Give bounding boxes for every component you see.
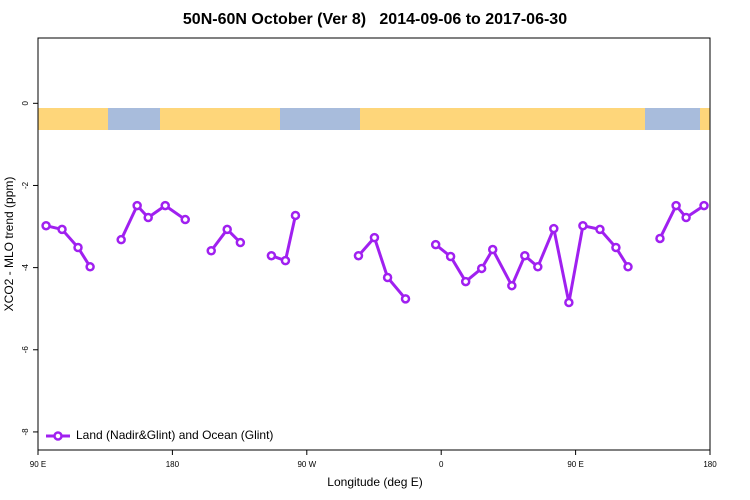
x-tick-label: 90 W: [297, 460, 316, 469]
point: [235, 237, 246, 248]
point: [57, 224, 67, 235]
y-tick-label: -8: [21, 428, 30, 436]
point: [476, 263, 487, 274]
point: [222, 224, 232, 235]
point: [549, 223, 559, 234]
point: [116, 234, 126, 245]
chart-title: 50N-60N October (Ver 8) 2014-09-06 to 20…: [183, 11, 567, 28]
y-tick-label: -6: [21, 346, 30, 354]
point: [623, 262, 633, 272]
point: [507, 280, 517, 291]
point: [206, 246, 216, 256]
point: [290, 210, 301, 221]
y-tick-label: 0: [21, 101, 30, 106]
x-tick-label: 180: [703, 460, 717, 469]
point: [564, 297, 574, 308]
y-axis-label: XCO2 - MLO trend (ppm): [2, 177, 16, 312]
point: [266, 250, 277, 261]
point: [445, 251, 456, 262]
point: [369, 232, 380, 243]
map-strip: [38, 108, 710, 130]
point: [280, 255, 291, 266]
x-tick-label: 180: [166, 460, 180, 469]
point: [681, 212, 691, 223]
x-tick-label: 0: [439, 460, 444, 469]
point: [533, 262, 543, 272]
legend-marker: [53, 431, 63, 441]
point: [595, 224, 605, 235]
y-tick-label: -2: [21, 181, 30, 189]
point: [655, 233, 665, 244]
legend-label: Land (Nadir&Glint) and Ocean (Glint): [76, 428, 273, 442]
point: [180, 214, 190, 225]
x-tick-label: 90 E: [30, 460, 46, 469]
point: [132, 200, 142, 211]
point: [460, 276, 471, 287]
point: [430, 239, 441, 250]
point: [143, 212, 153, 223]
point: [699, 200, 709, 211]
point: [611, 242, 621, 253]
point: [520, 250, 530, 261]
point: [487, 244, 498, 255]
point: [382, 272, 393, 283]
point: [578, 220, 588, 231]
plot-frame: [37, 37, 711, 451]
point: [41, 220, 51, 231]
x-tick-label: 90 E: [567, 460, 583, 469]
point: [160, 200, 170, 211]
x-axis-label: Longitude (deg E): [327, 475, 422, 489]
point: [73, 242, 83, 253]
point: [353, 250, 364, 261]
point: [85, 262, 95, 272]
point: [671, 200, 681, 211]
y-tick-label: -4: [21, 264, 30, 272]
point: [400, 294, 411, 304]
